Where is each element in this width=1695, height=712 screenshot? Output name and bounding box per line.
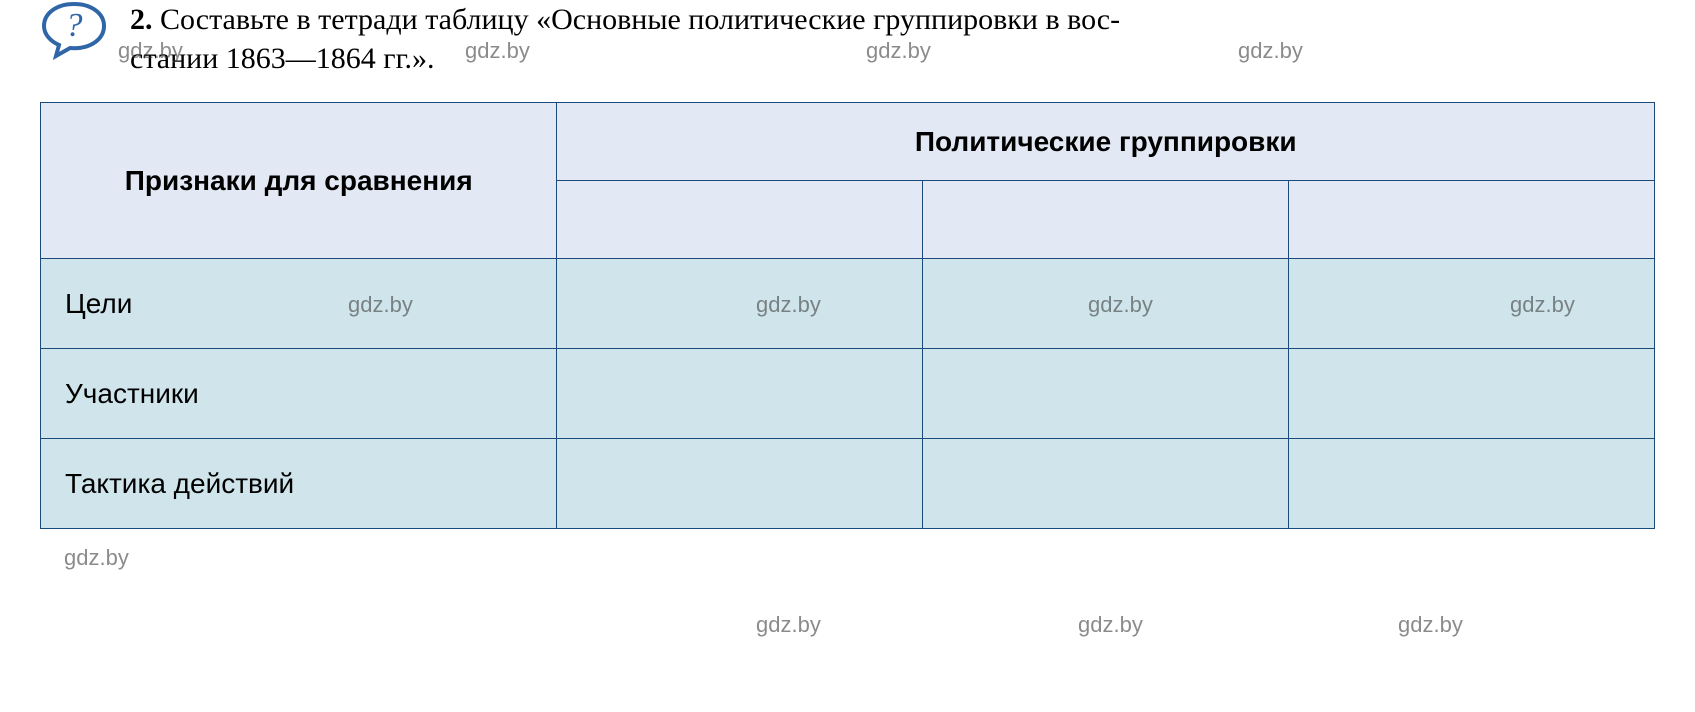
watermark: gdz.by (756, 612, 821, 638)
question-number: 2. (130, 3, 153, 36)
row-label: Цели (41, 259, 557, 349)
table-row: Участники (41, 349, 1655, 439)
table-row: Цели (41, 259, 1655, 349)
row-cell (1289, 259, 1655, 349)
question-line-2: стании 1863—1864 гг.». (130, 42, 435, 75)
speech-bubble-question-icon: ? (40, 2, 108, 60)
groups-header: Политические группировки (557, 103, 1655, 181)
row-cell (923, 439, 1289, 529)
watermark: gdz.by (1398, 612, 1463, 638)
row-cell (557, 349, 923, 439)
comparison-table: Признаки для сравнения Политические груп… (40, 102, 1655, 529)
question-line-1: Составьте в тетради таблицу «Основные по… (160, 3, 1120, 36)
question-text: 2. Составьте в тетради таблицу «Основные… (108, 0, 1120, 78)
table-wrapper: Признаки для сравнения Политические груп… (0, 78, 1695, 529)
group-subheader-2 (923, 181, 1289, 259)
group-subheader-3 (1289, 181, 1655, 259)
compare-header: Признаки для сравнения (41, 103, 557, 259)
row-label: Тактика действий (41, 439, 557, 529)
row-cell (557, 439, 923, 529)
question-header: ? 2. Составьте в тетради таблицу «Основн… (0, 0, 1695, 78)
row-cell (923, 349, 1289, 439)
row-cell (1289, 349, 1655, 439)
row-cell (923, 259, 1289, 349)
svg-text:?: ? (66, 7, 83, 44)
row-cell (557, 259, 923, 349)
row-label: Участники (41, 349, 557, 439)
watermark: gdz.by (1078, 612, 1143, 638)
table-row: Тактика действий (41, 439, 1655, 529)
row-cell (1289, 439, 1655, 529)
table-header-row-1: Признаки для сравнения Политические груп… (41, 103, 1655, 181)
watermark: gdz.by (64, 545, 129, 571)
group-subheader-1 (557, 181, 923, 259)
